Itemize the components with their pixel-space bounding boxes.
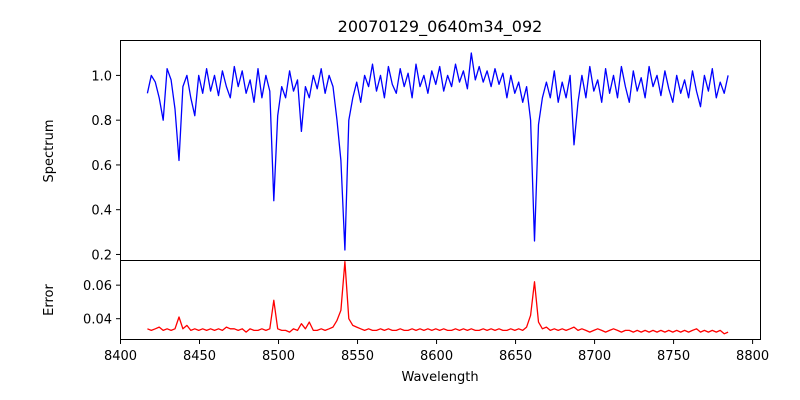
- x-tick-label: 8700: [578, 349, 611, 364]
- x-tick-label: 8450: [183, 349, 216, 364]
- y-axis-label-error: Error: [42, 284, 57, 316]
- y-axis-label-spectrum: Spectrum: [42, 120, 57, 183]
- x-tick-label: 8500: [262, 349, 295, 364]
- x-tick-label: 8600: [420, 349, 453, 364]
- chart-title: 20070129_0640m34_092: [338, 17, 543, 37]
- error-series-line: [147, 261, 729, 335]
- spectrum-y-tick-label: 0.8: [91, 114, 112, 129]
- error-y-tick-label: 0.06: [83, 279, 112, 294]
- spectrum-y-tick-label: 1.0: [91, 69, 112, 84]
- x-tick-label: 8400: [104, 349, 137, 364]
- spectrum-y-tick-label: 0.2: [91, 248, 112, 263]
- x-axis-label: Wavelength: [401, 370, 478, 385]
- x-tick-label: 8650: [499, 349, 532, 364]
- x-tick-label: 8550: [341, 349, 374, 364]
- spectrum-y-tick-label: 0.4: [91, 204, 112, 219]
- spectrum-y-tick-label: 0.6: [91, 159, 112, 174]
- error-axes-frame: [120, 260, 761, 340]
- x-tick-label: 8800: [736, 349, 769, 364]
- x-tick-label: 8750: [657, 349, 690, 364]
- error-y-tick-label: 0.04: [83, 313, 112, 328]
- spectrum-series-line: [146, 52, 729, 251]
